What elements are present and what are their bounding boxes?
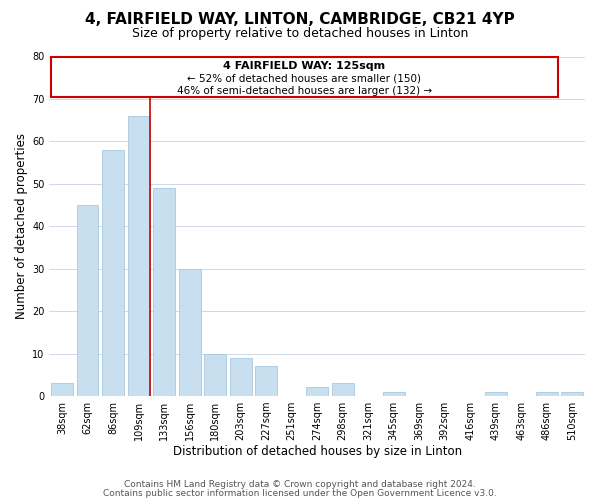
Bar — [128, 116, 149, 396]
Text: 4, FAIRFIELD WAY, LINTON, CAMBRIDGE, CB21 4YP: 4, FAIRFIELD WAY, LINTON, CAMBRIDGE, CB2… — [85, 12, 515, 28]
X-axis label: Distribution of detached houses by size in Linton: Distribution of detached houses by size … — [173, 444, 462, 458]
Text: Contains HM Land Registry data © Crown copyright and database right 2024.: Contains HM Land Registry data © Crown c… — [124, 480, 476, 489]
Text: 46% of semi-detached houses are larger (132) →: 46% of semi-detached houses are larger (… — [177, 86, 432, 96]
Text: 4 FAIRFIELD WAY: 125sqm: 4 FAIRFIELD WAY: 125sqm — [223, 60, 386, 70]
Bar — [179, 268, 200, 396]
Bar — [332, 383, 353, 396]
Text: ← 52% of detached houses are smaller (150): ← 52% of detached houses are smaller (15… — [187, 74, 421, 84]
Bar — [77, 205, 98, 396]
Bar — [562, 392, 583, 396]
Text: Size of property relative to detached houses in Linton: Size of property relative to detached ho… — [132, 28, 468, 40]
Bar — [205, 354, 226, 396]
Bar — [154, 188, 175, 396]
Bar — [307, 388, 328, 396]
Bar — [256, 366, 277, 396]
FancyBboxPatch shape — [50, 56, 558, 97]
Bar — [103, 150, 124, 396]
Y-axis label: Number of detached properties: Number of detached properties — [15, 133, 28, 319]
Bar — [230, 358, 251, 396]
Bar — [52, 383, 73, 396]
Bar — [383, 392, 404, 396]
Text: Contains public sector information licensed under the Open Government Licence v3: Contains public sector information licen… — [103, 488, 497, 498]
Bar — [485, 392, 506, 396]
Bar — [536, 392, 557, 396]
